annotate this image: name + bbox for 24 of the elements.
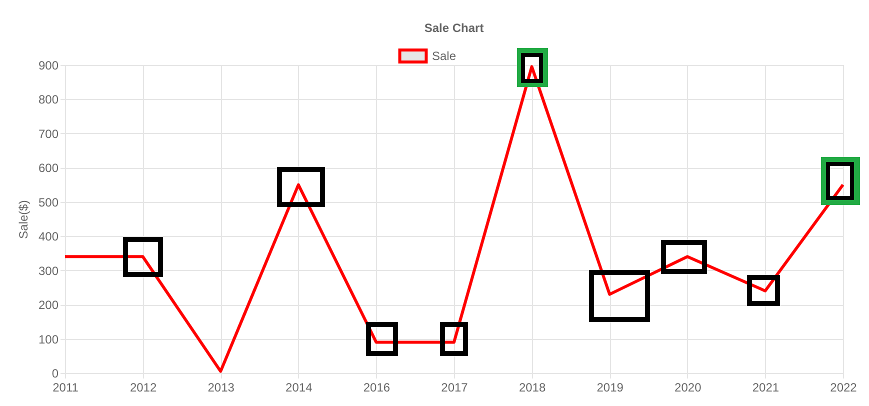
x-tick-label: 2016 <box>363 380 390 394</box>
y-tick-label: 800 <box>38 92 59 107</box>
y-tick-label: 0 <box>52 366 59 380</box>
y-tick-label: 500 <box>38 195 59 210</box>
y-tick-label: 300 <box>38 264 59 278</box>
y-tick-label: 900 <box>38 58 59 72</box>
x-tick-label: 2021 <box>752 380 780 394</box>
x-tick-label: 2017 <box>441 380 468 394</box>
x-tick-label: 2022 <box>830 380 858 394</box>
x-tick-label: 2014 <box>286 380 313 394</box>
x-tick-label: 2019 <box>596 380 624 394</box>
y-axis-title: Sale($) <box>16 200 30 239</box>
x-tick-label: 2012 <box>130 380 157 394</box>
legend-label: Sale <box>432 49 456 63</box>
y-tick-label: 600 <box>38 161 59 176</box>
y-tick-label: 100 <box>38 332 59 346</box>
x-tick-label: 2018 <box>518 380 546 394</box>
y-tick-label: 200 <box>38 298 59 312</box>
x-tick-label: 2013 <box>208 380 235 394</box>
chart-title: Sale Chart <box>424 21 484 35</box>
y-tick-label: 400 <box>38 230 59 244</box>
y-tick-label: 700 <box>38 126 59 141</box>
x-tick-label: 2011 <box>52 380 79 394</box>
x-tick-label: 2020 <box>674 380 702 394</box>
